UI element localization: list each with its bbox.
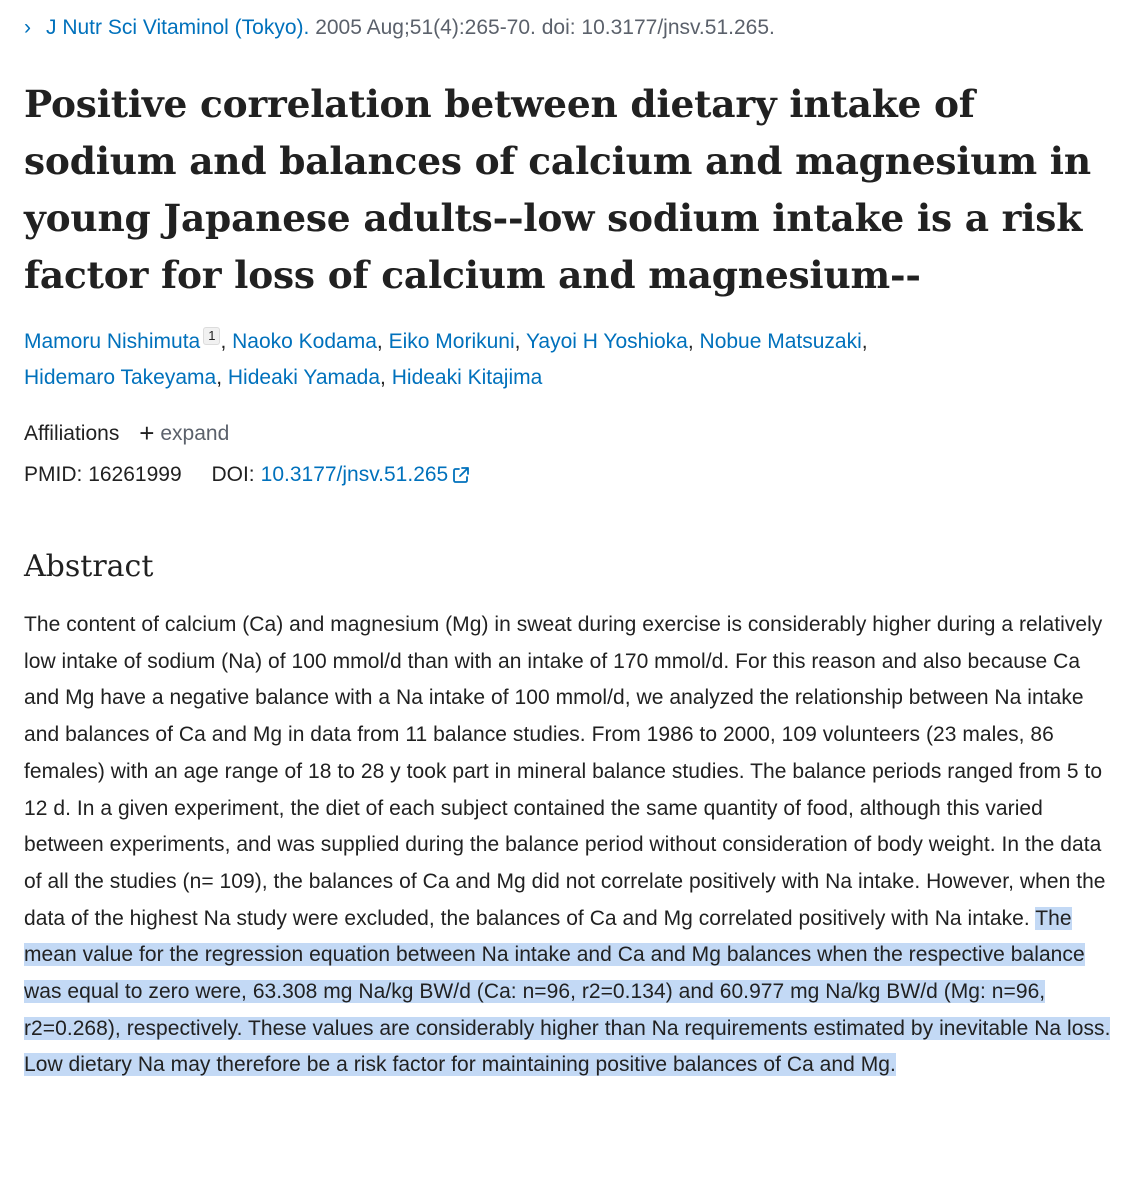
title-line: factor for loss of calcium and magnesium… <box>24 253 921 297</box>
expand-label: expand <box>160 422 230 445</box>
pmid-label: PMID: <box>24 463 83 486</box>
citation-details: 2005 Aug;51(4):265-70. doi: 10.3177/jnsv… <box>315 16 775 39</box>
citation-line: › J Nutr Sci Vitaminol (Tokyo). 2005 Aug;… <box>24 14 775 42</box>
identifiers-row: PMID: 16261999 DOI: 10.3177/jnsv.51.265 <box>24 460 470 490</box>
author-list: Mamoru Nishimuta 1, Naoko Kodama, Eiko Mo… <box>24 324 1114 396</box>
author-link[interactable]: Hidemaro Takeyama <box>24 366 217 389</box>
doi-value: 10.3177/jnsv.51.265 <box>260 463 449 486</box>
author-link[interactable]: Eiko Morikuni <box>388 330 515 353</box>
affiliation-marker[interactable]: 1 <box>203 327 221 345</box>
article-title: Positive correlation between dietary int… <box>24 76 1114 304</box>
title-line: young Japanese adults--low sodium intake… <box>24 196 1082 240</box>
author-separator: , <box>380 366 386 389</box>
author-separator: , <box>861 330 868 353</box>
abstract-text-highlighted: The mean value for the regression equati… <box>24 906 1111 1077</box>
expand-affiliations-button[interactable]: + expand <box>139 418 230 448</box>
author-separator: , <box>216 366 223 389</box>
abstract-text-plain: The content of calcium (Ca) and magnesiu… <box>24 613 1106 930</box>
author-link[interactable]: Hideaki Yamada <box>227 366 381 389</box>
doi-link[interactable]: 10.3177/jnsv.51.265 <box>261 463 471 486</box>
author-separator: , <box>220 330 227 353</box>
author-separator: , <box>687 330 694 353</box>
author-link[interactable]: Nobue Matsuzaki <box>699 330 862 353</box>
doi-label: DOI: <box>211 463 255 486</box>
abstract-heading: Abstract <box>24 549 154 584</box>
author-link[interactable]: Mamoru Nishimuta <box>24 330 201 353</box>
affiliations-label: Affiliations <box>24 422 120 445</box>
abstract-text: The content of calcium (Ca) and magnesiu… <box>24 607 1114 1084</box>
external-link-icon <box>453 467 470 483</box>
affiliations-row: Affiliations + expand <box>24 418 229 449</box>
pmid-value: 16261999 <box>88 463 182 486</box>
title-line: Positive correlation between dietary int… <box>24 82 975 126</box>
author-separator: , <box>514 330 521 353</box>
journal-link[interactable]: J Nutr Sci Vitaminol (Tokyo). <box>46 16 310 39</box>
title-line: sodium and balances of calcium and magne… <box>24 139 1091 183</box>
author-link[interactable]: Naoko Kodama <box>232 330 377 353</box>
chevron-right-icon[interactable]: › <box>24 16 31 39</box>
author-link[interactable]: Yayoi H Yoshioka <box>525 330 688 353</box>
author-link[interactable]: Hideaki Kitajima <box>391 366 543 389</box>
author-separator: , <box>376 330 383 353</box>
plus-icon: + <box>139 418 155 448</box>
